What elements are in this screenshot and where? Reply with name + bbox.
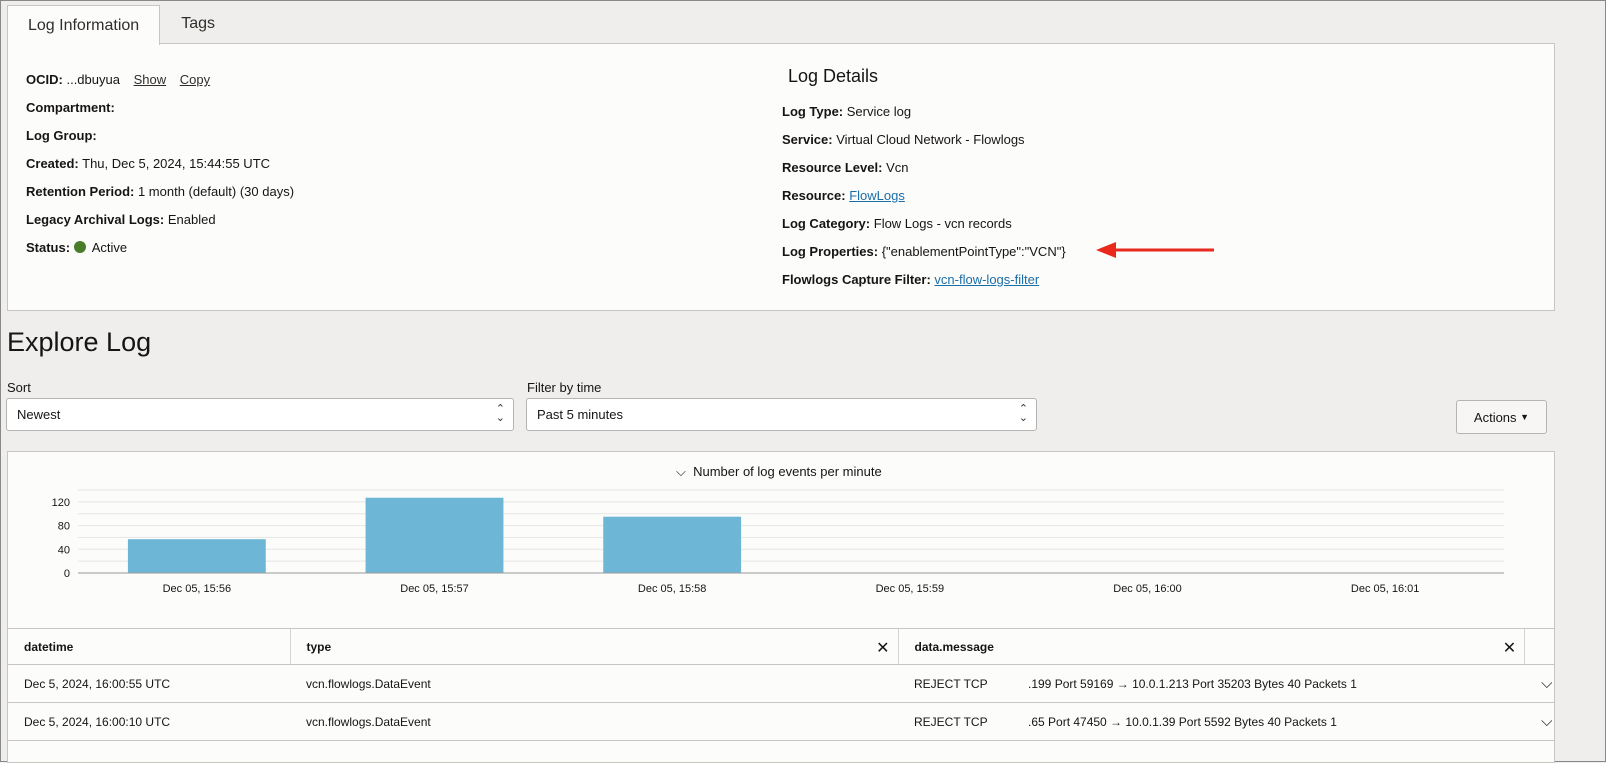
created-label: Created: — [26, 156, 79, 171]
cell-action: REJECT TCP — [898, 702, 1028, 741]
retention-label: Retention Period: — [26, 184, 135, 199]
service-label: Service: — [782, 132, 833, 147]
resource-link[interactable]: FlowLogs — [849, 188, 905, 203]
legacy-value: Enabled — [167, 212, 216, 227]
resource-level-value: Vcn — [886, 160, 909, 175]
header-label: datetime — [24, 639, 74, 654]
cell-message: .199 Port 59169 → 10.0.1.213 Port 35203 … — [1028, 664, 1525, 703]
ocid-value: ...dbuyua — [66, 72, 120, 87]
column-header-type[interactable]: type ✕ — [289, 628, 898, 665]
filter-label: Flowlogs Capture Filter: — [782, 272, 931, 287]
sort-select[interactable]: Newest ⌃ ⌄ — [6, 398, 514, 431]
time-filter-select[interactable]: Past 5 minutes ⌃ ⌄ — [526, 398, 1037, 431]
properties-label: Log Properties: — [782, 244, 879, 259]
chart-title: Number of log events per minute — [693, 464, 882, 479]
compartment-label: Compartment: — [26, 100, 115, 115]
cell-action: REJECT TCP — [898, 664, 1028, 703]
x-tick-label: Dec 05, 15:58 — [638, 583, 707, 595]
log-information-panel: OCID: ...dbuyua Show Copy Compartment: L… — [7, 43, 1555, 311]
x-tick-label: Dec 05, 15:56 — [163, 583, 232, 595]
log-type-label: Log Type: — [782, 104, 844, 119]
legacy-label: Legacy Archival Logs: — [26, 212, 165, 227]
properties-value: {"enablementPointType":"VCN"} — [881, 244, 1066, 259]
log-table: datetime type ✕ data.message ✕ Dec 5, 2024… — [8, 628, 1554, 741]
log-explorer-panel: ⌵ Number of log events per minute 0 40 80 1… — [7, 451, 1555, 763]
actions-button[interactable]: Actions ▼ — [1456, 400, 1547, 434]
column-header-datetime[interactable]: datetime — [8, 628, 290, 665]
y-tick-label: 80 — [58, 521, 70, 533]
ocid-label: OCID: — [26, 72, 63, 87]
header-label: data.message — [914, 639, 994, 654]
table-row[interactable]: Dec 5, 2024, 16:00:55 UTC vcn.flowlogs.D… — [8, 664, 1554, 703]
updown-icon: ⌃ ⌄ — [495, 403, 505, 424]
x-tick-label: Dec 05, 16:01 — [1351, 583, 1420, 595]
bar — [127, 539, 266, 573]
sort-value: Newest — [17, 407, 61, 422]
updown-icon: ⌃ ⌄ — [1018, 403, 1028, 424]
cell-datetime: Dec 5, 2024, 16:00:10 UTC — [8, 702, 290, 741]
time-filter-label: Filter by time — [527, 380, 602, 395]
status-value: Active — [91, 240, 128, 255]
resource-level-label: Resource Level: — [782, 160, 883, 175]
cell-datetime: Dec 5, 2024, 16:00:55 UTC — [8, 664, 290, 703]
explore-log-title: Explore Log — [7, 327, 152, 357]
log-events-chart: 0 40 80 120 Dec 05, 15:56 Dec 05, 15:57 Dec 05… — [52, 489, 1504, 595]
chevron-down-icon[interactable]: ⌵ — [1524, 702, 1554, 741]
show-ocid-link[interactable]: Show — [133, 72, 167, 87]
x-tick-label: Dec 05, 15:57 — [400, 583, 469, 595]
x-tick-label: Dec 05, 15:59 — [876, 583, 945, 595]
category-value: Flow Logs - vcn records — [873, 216, 1012, 231]
y-tick-label: 120 — [52, 497, 70, 509]
created-value: Thu, Dec 5, 2024, 15:44:55 UTC — [82, 156, 271, 171]
copy-ocid-link[interactable]: Copy — [179, 72, 211, 87]
x-tick-label: Dec 05, 16:00 — [1113, 583, 1182, 595]
bar — [365, 497, 504, 573]
y-tick-label: 0 — [64, 568, 70, 580]
log-details-title: Log Details — [788, 66, 879, 86]
log-group-label: Log Group: — [26, 128, 97, 143]
chevron-down-icon: ⌵ — [676, 464, 686, 479]
cell-type: vcn.flowlogs.DataEvent — [290, 702, 898, 741]
close-icon[interactable]: ✕ — [1502, 640, 1517, 657]
chevron-down-icon[interactable]: ⌵ — [1524, 664, 1554, 703]
status-dot-icon — [73, 241, 86, 253]
retention-value: 1 month (default) (30 days) — [137, 184, 295, 199]
cell-message: .65 Port 47450 → 10.0.1.39 Port 5592 Byt… — [1028, 702, 1525, 741]
status-label: Status: — [26, 240, 71, 255]
caret-down-icon: ▼ — [1520, 412, 1530, 422]
log-type-value: Service log — [846, 104, 912, 119]
category-label: Log Category: — [782, 216, 871, 231]
tab-log-information[interactable]: Log Information — [7, 5, 161, 45]
close-icon[interactable]: ✕ — [876, 640, 890, 657]
bar — [603, 516, 742, 573]
chart-toggle[interactable]: ⌵ Number of log events per minute — [676, 464, 882, 480]
y-tick-label: 40 — [58, 544, 70, 556]
actions-label: Actions — [1473, 409, 1517, 425]
sort-label: Sort — [7, 380, 31, 395]
cell-type: vcn.flowlogs.DataEvent — [290, 664, 898, 703]
time-filter-value: Past 5 minutes — [537, 407, 623, 422]
column-header-data-message[interactable]: data.message ✕ — [897, 628, 1525, 665]
tab-bar: Log Information Tags — [7, 5, 236, 45]
tab-tags[interactable]: Tags — [181, 15, 215, 32]
capture-filter-link[interactable]: vcn-flow-logs-filter — [934, 272, 1040, 287]
column-header-expand — [1524, 628, 1554, 665]
service-value: Virtual Cloud Network - Flowlogs — [836, 132, 1025, 147]
resource-label: Resource: — [782, 188, 846, 203]
header-label: type — [306, 639, 332, 654]
table-row[interactable]: Dec 5, 2024, 16:00:10 UTC vcn.flowlogs.D… — [8, 702, 1554, 741]
annotation-arrow-icon — [1096, 242, 1214, 258]
